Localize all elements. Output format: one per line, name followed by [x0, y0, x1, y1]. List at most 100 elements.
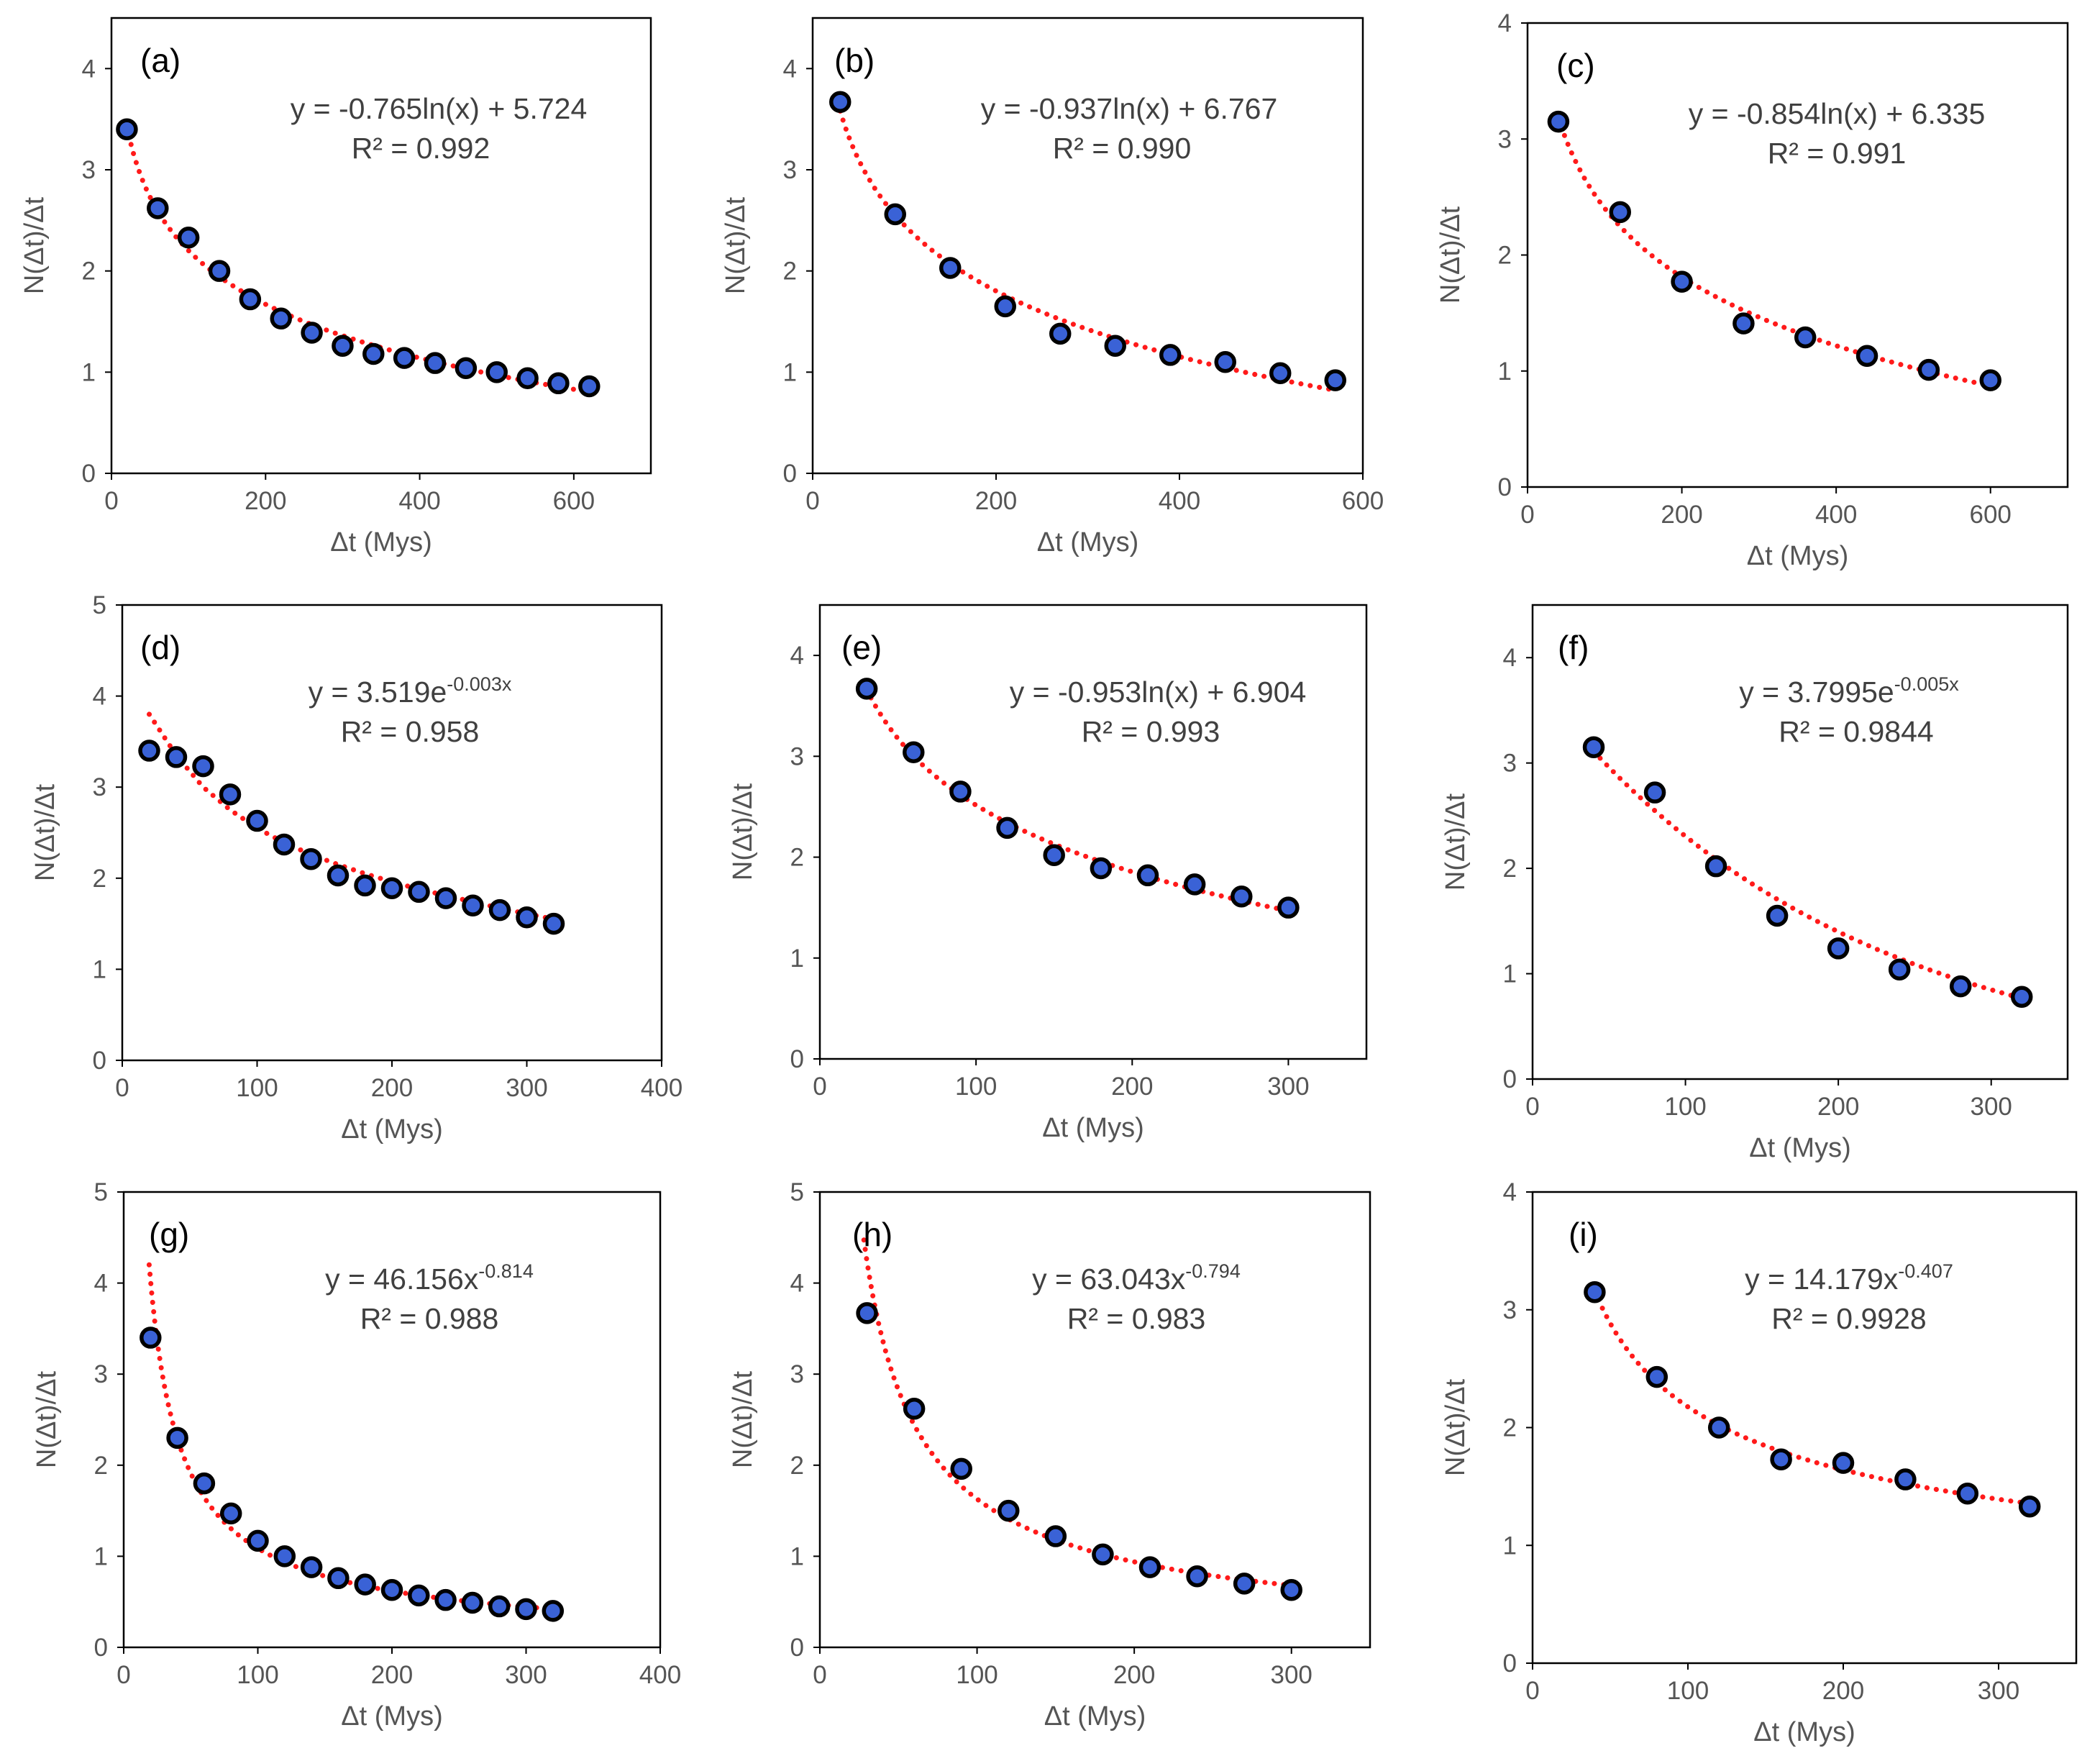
- data-point: [516, 367, 539, 390]
- y-tick-label: 0: [790, 1045, 804, 1073]
- data-point: [1277, 896, 1300, 919]
- x-tick-label: 0: [1525, 1677, 1539, 1705]
- x-tick-label: 100: [1667, 1677, 1709, 1705]
- data-point: [408, 880, 430, 904]
- data-point: [219, 783, 242, 806]
- y-tick-label: 3: [1503, 1296, 1517, 1324]
- x-axis-title: Δt (Mys): [1037, 527, 1138, 558]
- data-point: [393, 347, 416, 369]
- trend-equation: y = -0.937ln(x) + 6.767: [981, 92, 1278, 125]
- x-tick-label: 400: [639, 1661, 681, 1689]
- x-axis-title: Δt (Mys): [1753, 1717, 1855, 1747]
- data-point: [488, 898, 511, 922]
- data-point: [362, 342, 385, 365]
- x-axis-title: Δt (Mys): [1042, 1113, 1143, 1143]
- data-point: [327, 864, 350, 887]
- y-axis-title: N(Δt)/Δt: [1441, 793, 1471, 891]
- data-point: [1732, 312, 1755, 335]
- x-tick-label: 400: [641, 1074, 682, 1102]
- panel-label: (a): [140, 42, 181, 79]
- x-axis-title: Δt (Mys): [1749, 1133, 1850, 1163]
- data-point: [950, 1457, 972, 1480]
- data-point: [515, 1598, 537, 1621]
- x-axis-title: Δt (Mys): [330, 527, 432, 558]
- data-point: [1888, 958, 1911, 980]
- data-point: [1917, 358, 1940, 381]
- data-point: [219, 1502, 242, 1525]
- data-point: [300, 1556, 323, 1578]
- trendline: [861, 1237, 1295, 1588]
- data-point: [884, 203, 906, 226]
- data-point: [1979, 369, 2001, 391]
- panel-f: 0 100 200 300 0 1 2 3 4 Δt (Mys) N(Δt)/Δt (f) y = 3.…: [1441, 604, 2069, 1163]
- data-point: [855, 678, 878, 700]
- y-tick-label: 4: [1503, 644, 1517, 672]
- y-tick-label: 4: [94, 1270, 108, 1298]
- data-point: [542, 912, 565, 935]
- data-point: [166, 1426, 188, 1450]
- data-point: [138, 740, 160, 762]
- plot-frame: [121, 604, 663, 1062]
- y-tick-label: 1: [94, 1542, 108, 1570]
- y-tick-label: 3: [94, 1360, 108, 1388]
- trend-equation: y = 3.519e-0.003x: [309, 673, 512, 709]
- x-axis-title: Δt (Mys): [341, 1701, 442, 1732]
- trend-equation: y = 46.156x-0.814: [325, 1260, 534, 1296]
- data-point: [434, 887, 457, 909]
- data-point: [1949, 975, 1972, 998]
- data-point: [270, 307, 292, 330]
- data-point: [1643, 781, 1666, 804]
- data-point: [903, 1398, 926, 1420]
- panel-label: (e): [841, 629, 882, 666]
- panel-h: 0 100 200 300 0 1 2 3 4 5 Δt (Mys) N(Δt)/Δt (h) y = 6…: [728, 1178, 1371, 1732]
- x-tick-label: 200: [1817, 1093, 1859, 1121]
- panel-label: (c): [1556, 47, 1595, 84]
- r-squared: R² = 0.990: [1053, 132, 1192, 165]
- y-tick-label: 4: [1503, 1178, 1517, 1206]
- x-tick-label: 100: [955, 1073, 997, 1101]
- data-point: [1233, 1573, 1256, 1595]
- y-tick-label: 1: [1503, 960, 1517, 988]
- y-axis-title: N(Δt)/Δt: [32, 1370, 62, 1468]
- data-point: [354, 1573, 376, 1596]
- data-point: [239, 288, 262, 311]
- panel-label: (d): [140, 629, 181, 666]
- data-point: [542, 1600, 565, 1622]
- y-tick-label: 0: [94, 1634, 108, 1662]
- y-tick-label: 5: [94, 1178, 108, 1206]
- plot-frame: [1526, 22, 2069, 488]
- y-tick-label: 2: [790, 844, 804, 872]
- y-tick-label: 0: [1503, 1649, 1517, 1678]
- y-tick-label: 4: [93, 683, 106, 711]
- panel-label: (g): [149, 1216, 189, 1253]
- data-point: [147, 197, 169, 219]
- x-tick-label: 300: [1267, 1073, 1309, 1101]
- x-axis-title: Δt (Mys): [1044, 1701, 1146, 1732]
- data-point: [1104, 335, 1126, 358]
- trendline: [146, 1262, 556, 1612]
- trend-equation: y = -0.953ln(x) + 6.904: [1010, 675, 1307, 709]
- plot-frame: [818, 604, 1368, 1060]
- data-point: [1186, 1565, 1208, 1588]
- data-point: [1138, 1556, 1161, 1578]
- equation-exponent: -0.003x: [447, 673, 512, 695]
- data-point: [177, 226, 200, 249]
- data-point: [856, 1302, 878, 1324]
- data-point: [1827, 937, 1850, 960]
- data-point: [1766, 904, 1789, 927]
- equation-main: y = -0.765ln(x) + 5.724: [291, 92, 588, 125]
- y-tick-label: 3: [1498, 125, 1512, 153]
- x-tick-label: 0: [1525, 1093, 1539, 1121]
- data-point: [327, 1567, 350, 1590]
- data-point: [903, 741, 925, 763]
- y-tick-label: 1: [1503, 1532, 1517, 1560]
- data-point: [424, 352, 447, 374]
- panel-b: 0 200 400 600 0 1 2 3 4 Δt (Mys) N(Δt)/Δt (b) y = -0…: [721, 17, 1384, 558]
- data-point: [1794, 326, 1817, 349]
- trend-equation: y = 3.7995e-0.005x: [1739, 673, 1959, 709]
- x-tick-label: 0: [1520, 501, 1534, 529]
- y-tick-label: 2: [1503, 855, 1517, 883]
- x-tick-label: 100: [956, 1661, 998, 1689]
- data-point: [516, 906, 538, 929]
